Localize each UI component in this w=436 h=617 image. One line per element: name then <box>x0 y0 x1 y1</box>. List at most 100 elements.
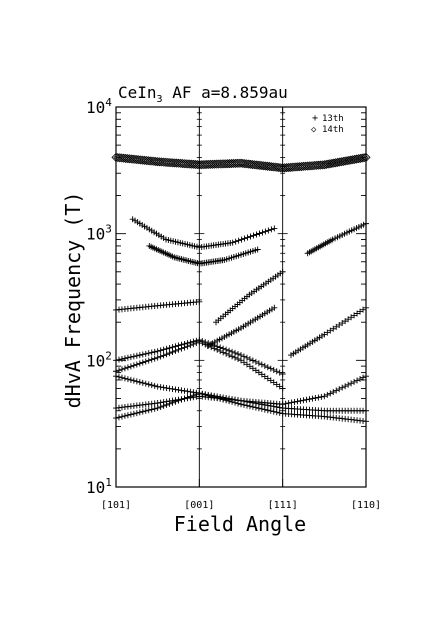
data-point-13th <box>148 349 155 356</box>
data-point-13th <box>360 374 367 381</box>
data-point-13th <box>118 356 125 363</box>
data-point-14th <box>245 159 256 169</box>
data-point-13th <box>249 357 256 364</box>
data-point-13th <box>252 358 259 365</box>
data-point-14th <box>266 162 276 172</box>
data-point-13th <box>145 357 152 364</box>
data-point-13th <box>139 359 146 366</box>
data-point-14th <box>327 158 337 168</box>
data-point-14th <box>166 158 176 168</box>
data-point-13th <box>223 346 230 353</box>
data-point-13th <box>193 389 200 396</box>
data-point-13th <box>235 237 242 244</box>
data-point-14th <box>130 154 140 164</box>
data-point-13th <box>118 366 125 373</box>
data-point-13th <box>202 339 209 346</box>
data-point-13th <box>196 298 203 305</box>
data-point-14th <box>117 153 127 163</box>
legend: + 13th ◇ 14th <box>311 113 344 135</box>
data-point-13th <box>279 385 286 392</box>
data-point-13th <box>145 381 152 388</box>
data-point-13th <box>244 234 251 241</box>
data-point-13th <box>166 344 173 351</box>
data-point-13th <box>118 413 125 420</box>
data-point-13th <box>148 406 155 413</box>
data-point-13th <box>151 355 158 362</box>
data-point-13th <box>193 337 200 344</box>
data-point-13th <box>363 220 369 227</box>
data-point-13th <box>232 349 239 356</box>
data-point-14th <box>136 155 146 165</box>
data-point-13th <box>279 371 286 378</box>
data-point-14th <box>172 158 182 168</box>
data-point-14th <box>141 155 151 166</box>
data-point-13th <box>160 399 167 406</box>
data-point-14th <box>336 157 346 167</box>
data-point-13th <box>196 390 203 397</box>
data-point-13th <box>288 399 295 406</box>
data-point-14th <box>147 156 157 166</box>
y-tick-label: 102 <box>86 349 112 370</box>
data-point-13th <box>342 383 349 390</box>
legend-label-13th: 13th <box>322 114 344 124</box>
data-point-13th <box>166 398 173 405</box>
data-point-14th <box>156 157 167 167</box>
data-point-13th <box>223 395 230 402</box>
y-tick-label: 101 <box>86 476 112 497</box>
data-point-13th <box>279 401 286 408</box>
data-point-13th <box>163 345 170 352</box>
data-point-13th <box>124 354 131 361</box>
data-point-14th <box>325 159 335 169</box>
data-point-14th <box>185 159 195 169</box>
data-point-13th <box>229 396 236 403</box>
data-point-13th <box>208 392 215 399</box>
data-point-14th <box>168 158 178 168</box>
data-point-14th <box>346 155 356 165</box>
data-point-14th <box>128 154 138 164</box>
data-point-14th <box>272 162 282 172</box>
y-axis-label: dHvA Frequency (T) <box>61 192 85 409</box>
x-tick-label: [001] <box>184 500 214 511</box>
data-point-13th <box>282 400 289 407</box>
data-point-14th <box>253 160 263 170</box>
data-point-14th <box>261 161 271 171</box>
data-point-13th <box>172 343 179 350</box>
data-point-13th <box>294 398 301 405</box>
data-point-13th <box>214 343 221 350</box>
data-point-13th <box>291 398 298 405</box>
data-point-14th <box>255 160 265 170</box>
y-tick-label-base: 10 <box>86 478 105 497</box>
data-point-13th <box>160 352 167 359</box>
data-point-13th <box>113 357 119 364</box>
data-point-13th <box>363 304 369 311</box>
data-point-14th <box>111 152 121 162</box>
data-point-13th <box>357 376 364 383</box>
data-point-13th <box>258 361 265 368</box>
data-point-13th <box>172 386 179 393</box>
data-point-13th <box>184 340 191 347</box>
data-point-14th <box>154 157 165 167</box>
data-point-13th <box>321 393 328 400</box>
data-point-13th <box>130 362 137 369</box>
data-point-14th <box>321 159 331 169</box>
data-point-13th <box>178 341 185 348</box>
data-point-13th <box>211 392 218 399</box>
data-point-13th <box>184 395 191 402</box>
data-point-14th <box>179 159 189 169</box>
data-point-13th <box>235 351 242 358</box>
data-point-13th <box>169 397 176 404</box>
data-point-13th <box>127 376 134 383</box>
data-point-14th <box>357 153 367 163</box>
data-point-14th <box>333 157 343 167</box>
data-point-13th <box>142 407 149 414</box>
data-point-13th <box>163 398 170 405</box>
data-point-14th <box>183 159 193 169</box>
data-point-13th <box>268 226 275 233</box>
data-point-13th <box>113 368 119 375</box>
data-point-13th <box>166 350 173 357</box>
data-point-14th <box>331 158 341 168</box>
data-point-13th <box>118 374 125 381</box>
data-point-13th <box>175 386 182 393</box>
data-point-14th <box>160 157 170 167</box>
data-point-13th <box>255 360 262 367</box>
